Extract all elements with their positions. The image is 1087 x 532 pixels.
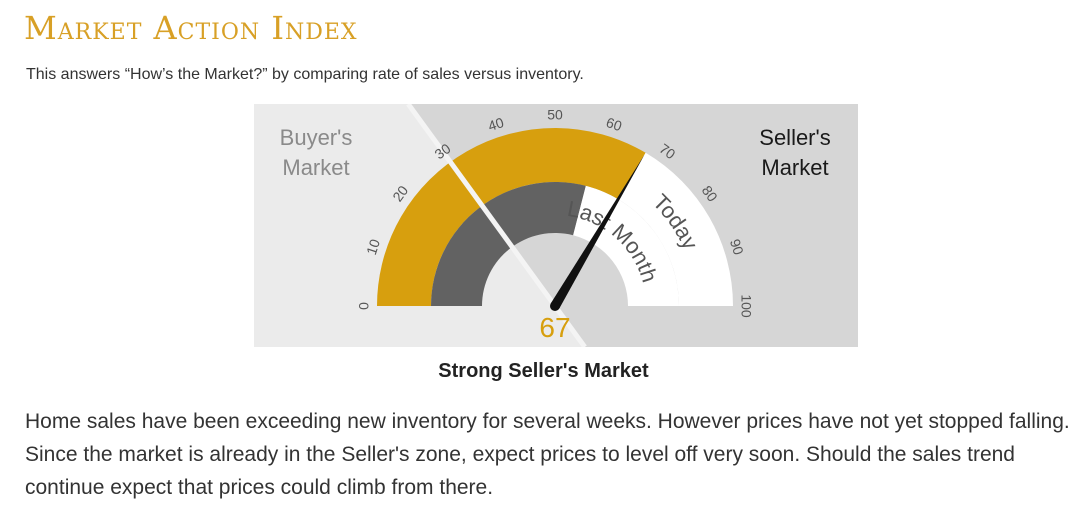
gauge-band-outer xyxy=(377,128,646,306)
gauge-tick-label: 50 xyxy=(547,107,563,123)
sellers-market-label-line1: Seller's xyxy=(759,125,830,150)
market-description: Home sales have been exceeding new inven… xyxy=(25,410,1070,499)
gauge-tick-label: 60 xyxy=(604,114,624,134)
gauge-value: 67 xyxy=(539,312,570,343)
sellers-market-label-line2: Market xyxy=(761,155,828,180)
gauge-needle xyxy=(550,154,645,309)
buyers-market-label-line1: Buyer's xyxy=(280,125,353,150)
gauge-tick-label: 40 xyxy=(486,114,506,134)
gauge-tick-label: 10 xyxy=(363,237,383,257)
gauge-tick-label: 90 xyxy=(727,237,747,257)
gauge-tick-label: 0 xyxy=(356,302,372,310)
market-status-label: Strong Seller's Market xyxy=(438,360,649,382)
page-subtitle: This answers “How’s the Market?” by comp… xyxy=(26,66,584,83)
gauge-tick-label: 100 xyxy=(738,294,754,318)
gauge-band-last-month-remainder xyxy=(573,185,679,306)
gauge-band-today xyxy=(618,152,733,306)
page-title: Market Action Index xyxy=(24,9,358,47)
buyers-market-label-line2: Market xyxy=(282,155,349,180)
gauge-needle-hub xyxy=(550,301,560,311)
